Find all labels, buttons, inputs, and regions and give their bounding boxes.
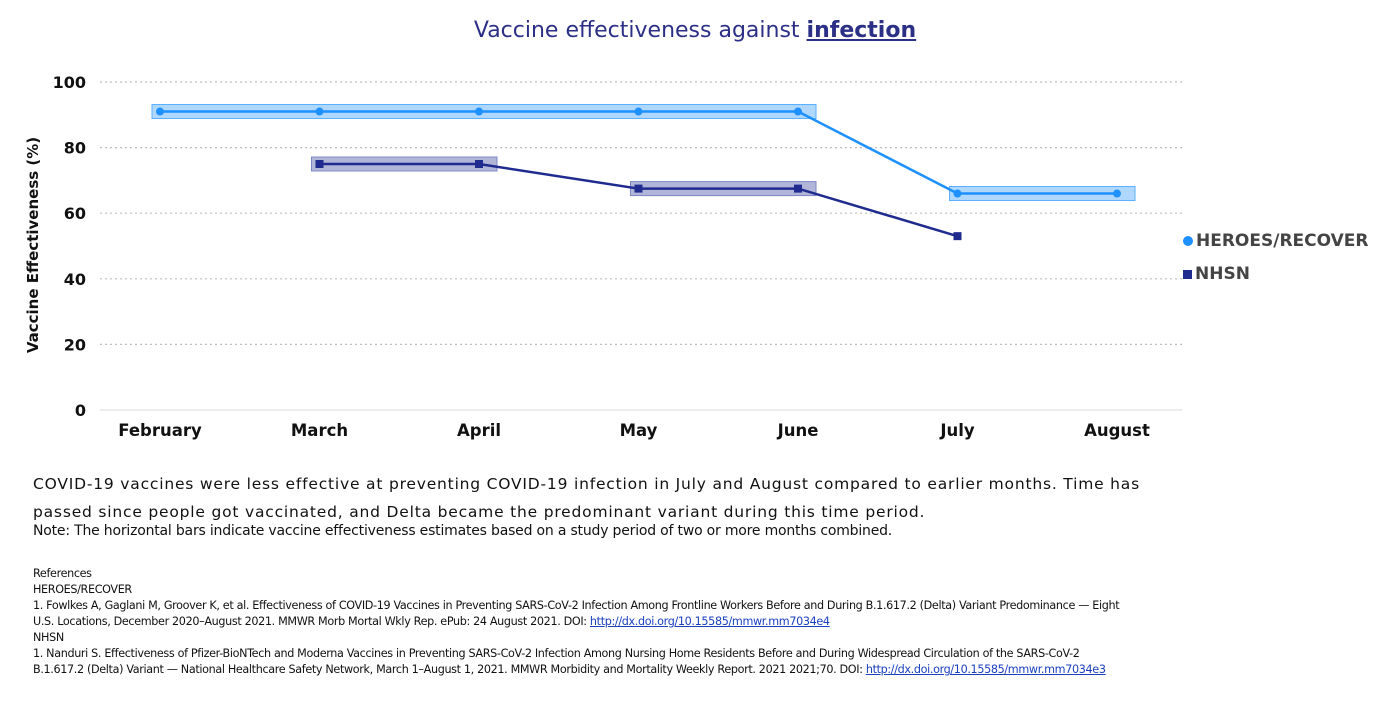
legend-circle-marker-icon xyxy=(1183,236,1193,246)
data-point-heroes-august xyxy=(1113,189,1121,198)
chart-title-prefix: Vaccine effectiveness against xyxy=(473,18,807,43)
references-section: References HEROES/RECOVER 1. Fowlkes A, … xyxy=(33,566,1368,678)
reference-heroes-citation: U.S. Locations, December 2020–August 202… xyxy=(33,615,590,628)
summary-line-2: passed since people got vaccinated, and … xyxy=(33,503,926,521)
data-point-nhsn-march xyxy=(315,160,324,168)
y-tick-label-20: 20 xyxy=(64,335,86,354)
data-point-heroes-july xyxy=(953,189,962,198)
y-tick-label-100: 100 xyxy=(53,73,86,92)
reference-nhsn-line-1: 1. Nanduri S. Effectiveness of Pfizer-Bi… xyxy=(33,647,1080,660)
data-point-nhsn-april xyxy=(475,160,483,168)
y-tick-label-40: 40 xyxy=(64,270,86,289)
data-point-nhsn-may xyxy=(634,184,643,193)
reference-nhsn-citation: B.1.617.2 (Delta) Variant — National Hea… xyxy=(33,663,866,676)
x-tick-label-june: June xyxy=(777,421,819,440)
reference-nhsn-doi-link[interactable]: http://dx.doi.org/10.15585/mmwr.mm7034e3 xyxy=(865,663,1106,676)
y-tick-label-0: 0 xyxy=(75,401,86,420)
reference-group-title-heroes: HEROES/RECOVER xyxy=(33,583,132,596)
data-point-heroes-march xyxy=(315,107,324,116)
data-point-heroes-may xyxy=(634,107,643,116)
reference-heroes-doi-link[interactable]: http://dx.doi.org/10.15585/mmwr.mm7034e4 xyxy=(589,615,830,628)
data-point-heroes-april xyxy=(475,107,483,116)
x-tick-label-february: February xyxy=(118,421,202,440)
summary-line-1: COVID-19 vaccines were less effective at… xyxy=(33,475,1140,493)
legend-label-heroes-recover: HEROES/RECOVER xyxy=(1196,231,1369,251)
data-point-nhsn-july xyxy=(953,232,962,241)
data-point-heroes-june xyxy=(794,107,802,116)
reference-group-title-nhsn: NHSN xyxy=(33,631,64,644)
legend-item-nhsn: NHSN xyxy=(1183,264,1250,284)
legend-item-heroes-recover: HEROES/RECOVER xyxy=(1183,231,1368,251)
x-tick-label-july: July xyxy=(939,421,975,440)
reference-heroes-line-2: U.S. Locations, December 2020–August 202… xyxy=(33,614,1368,630)
legend-label-nhsn: NHSN xyxy=(1195,264,1250,284)
x-tick-label-april: April xyxy=(457,421,501,440)
chart-title: Vaccine effectiveness against infection xyxy=(0,18,1376,43)
chart-title-emphasis: infection xyxy=(806,18,917,43)
data-point-nhsn-june xyxy=(794,184,802,193)
x-tick-label-may: May xyxy=(620,421,658,440)
data-point-heroes-february xyxy=(156,107,164,116)
y-tick-label-80: 80 xyxy=(64,139,86,158)
legend-square-marker-icon xyxy=(1183,269,1192,279)
summary-text: COVID-19 vaccines were less effective at… xyxy=(33,470,1233,526)
y-axis-label: Vaccine Effectiveness (%) xyxy=(24,136,42,354)
y-tick-label-60: 60 xyxy=(64,204,86,223)
x-tick-label-march: March xyxy=(291,421,348,440)
note-text: Note: The horizontal bars indicate vacci… xyxy=(33,523,893,539)
series-line-nhsn xyxy=(319,162,958,238)
references-heading: References xyxy=(33,567,92,580)
reference-nhsn-line-2: B.1.617.2 (Delta) Variant — National Hea… xyxy=(33,662,1368,678)
reference-heroes-line-1: 1. Fowlkes A, Gaglani M, Groover K, et a… xyxy=(33,599,1120,612)
chart-plot: 0 20 40 60 80 100 February March April May June Jul… xyxy=(53,73,1182,440)
x-tick-label-august: August xyxy=(1084,421,1150,440)
